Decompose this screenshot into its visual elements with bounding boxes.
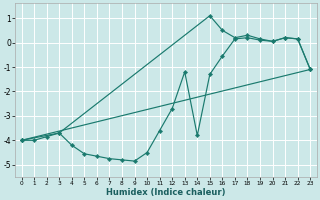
X-axis label: Humidex (Indice chaleur): Humidex (Indice chaleur) xyxy=(106,188,226,197)
